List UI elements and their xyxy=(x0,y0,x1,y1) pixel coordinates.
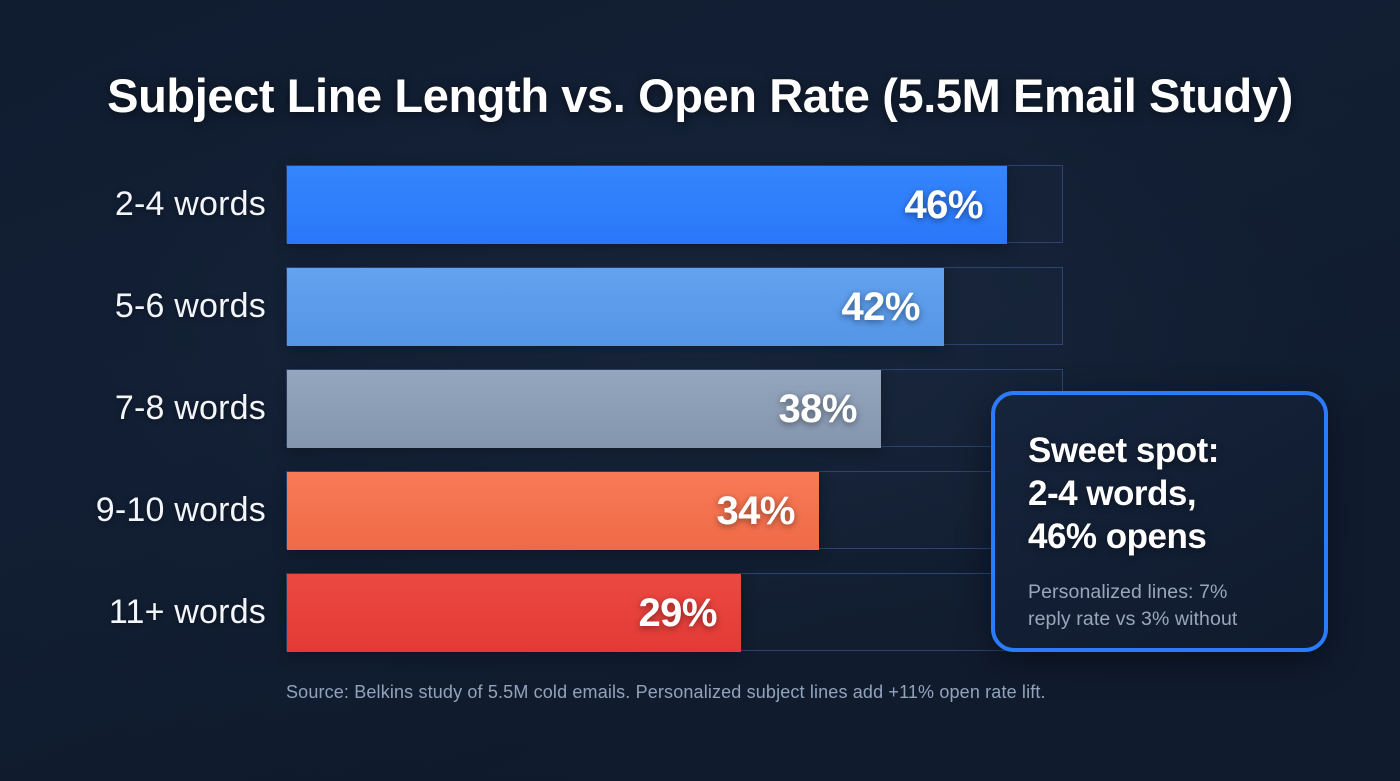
source-note: Source: Belkins study of 5.5M cold email… xyxy=(286,682,1046,702)
bar-fill: 29% xyxy=(287,574,741,652)
sweet-spot-callout-card: Sweet spot: 2-4 words, 46% opens Persona… xyxy=(991,391,1328,652)
bar-track: 29% xyxy=(286,573,1063,652)
bar-value-label: 29% xyxy=(638,590,717,635)
bar-category-label: 11+ words xyxy=(108,592,266,631)
bar-value-label: 46% xyxy=(904,182,983,227)
bar-category-label: 7-8 words xyxy=(114,388,266,427)
bar-row: 2-4 words 46% xyxy=(0,165,1400,244)
callout-heading: Sweet spot: 2-4 words, 46% opens xyxy=(1028,429,1292,558)
bar-category-label: 9-10 words xyxy=(95,490,266,529)
bar-track: 34% xyxy=(286,471,1063,550)
page-title: Subject Line Length vs. Open Rate (5.5M … xyxy=(107,69,1293,122)
bar-fill: 46% xyxy=(287,166,1007,244)
bar-fill: 34% xyxy=(287,472,819,550)
callout-subtext: Personalized lines: 7% reply rate vs 3% … xyxy=(1028,579,1292,633)
bar-value-label: 38% xyxy=(778,386,857,431)
bar-track: 42% xyxy=(286,267,1063,346)
bar-track: 46% xyxy=(286,165,1063,244)
bar-row: 7-8 words 38% xyxy=(0,369,1400,448)
bar-value-label: 34% xyxy=(716,488,795,533)
callout-subtext-line-2: reply rate vs 3% without xyxy=(1028,608,1238,630)
bar-category-label: 2-4 words xyxy=(114,184,266,223)
callout-heading-line-3: 46% opens xyxy=(1028,517,1207,556)
bar-track: 38% xyxy=(286,369,1063,448)
bar-fill: 38% xyxy=(287,370,881,448)
callout-subtext-line-1: Personalized lines: 7% xyxy=(1028,581,1228,603)
bar-category-label: 5-6 words xyxy=(114,286,266,325)
bar-value-label: 42% xyxy=(841,284,920,329)
bar-chart-plot-area: 2-4 words 46% 5-6 words 42% 7-8 words 38… xyxy=(0,155,1400,665)
bar-fill: 42% xyxy=(287,268,944,346)
bar-row: 11+ words 29% xyxy=(0,573,1400,652)
callout-heading-line-2: 2-4 words, xyxy=(1028,474,1197,513)
bar-row: 9-10 words 34% xyxy=(0,471,1400,550)
bar-row: 5-6 words 42% xyxy=(0,267,1400,346)
callout-heading-line-1: Sweet spot: xyxy=(1028,431,1219,470)
